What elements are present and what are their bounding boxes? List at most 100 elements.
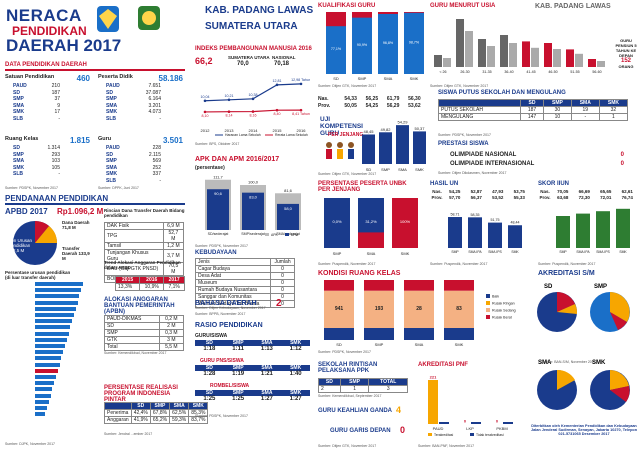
- score-num: 56,37: [470, 195, 482, 200]
- ipm-point: [227, 98, 231, 102]
- table-cell: Desa Adat: [194, 272, 272, 280]
- kondisi-label: 193: [375, 306, 384, 312]
- apk-cat: SD/sederajat: [208, 232, 229, 236]
- title-line2: PENDIDIKAN: [12, 24, 87, 38]
- pers-title: Persentase urusan pendidikan (di luar tr…: [5, 270, 71, 280]
- usia-bar: [522, 41, 530, 67]
- table-cell: 3: [368, 385, 408, 393]
- table-cell: 187: [519, 106, 545, 114]
- table-row: 13,3% 10,9% 7,1%: [114, 283, 185, 291]
- satuan-block: Satuan Pendidikan 460 PAUD 210 SD 187 SMP 37 SM…: [5, 74, 90, 122]
- apk-sub: (persentase): [195, 165, 225, 171]
- un-title: HASIL UN: [430, 181, 459, 187]
- score-num: Nas.: [540, 189, 550, 194]
- table-cell: Penerima: [104, 409, 132, 417]
- ipm-top-label: 12,98 Tahun: [291, 78, 310, 82]
- table-cell: 30: [543, 106, 572, 114]
- row-value: 228: [152, 145, 161, 151]
- legend-text: Rusak Ringan: [492, 302, 515, 306]
- ipm-point: [227, 110, 231, 113]
- header-cell: SD: [318, 378, 341, 386]
- row-label: SLB: [13, 115, 23, 122]
- usia-bar2: [443, 58, 451, 67]
- table-header: SD SMP SMA SMK: [438, 99, 629, 107]
- usia-bar: [456, 19, 464, 67]
- svg-text:SD: SD: [544, 284, 553, 290]
- row-value: 187: [51, 89, 60, 96]
- ukg-sub: PER JENJANG: [328, 132, 364, 138]
- score-bar: [596, 211, 610, 248]
- rinci-title: Rincian Dana Transfer Daerah Bidang pend…: [104, 208, 185, 218]
- usia-bar: [478, 39, 486, 67]
- kual-label: 96,8%: [383, 41, 394, 45]
- ukg-bar: [379, 132, 392, 164]
- rasio-row2: SD SMP SMA SMK 1:28 1:19 1:21 1:40: [195, 365, 310, 377]
- table-row: Jenis Jumlah: [194, 258, 295, 266]
- row-label: SMK: [106, 171, 118, 177]
- apm-label: 83,0: [249, 195, 258, 200]
- score-num: 55,33: [513, 195, 525, 200]
- rasio-head: SMK: [281, 390, 310, 396]
- ipm-top-label: 10,04: [201, 95, 210, 99]
- rinci-table: DAK Fisik 6,9 M TPG 52,7 M Tamsil 1,2 M Tunjan…: [104, 222, 185, 283]
- source: Sumber: BAN-PNF, November 2017: [418, 444, 475, 448]
- table-cell: 0: [270, 272, 295, 280]
- row-label: SMK: [13, 164, 25, 171]
- pers-bar: [35, 356, 62, 361]
- table-cell: 0: [270, 300, 295, 308]
- row-label: SMP: [106, 158, 117, 164]
- peserta-block: Peserta Didik 58.186 PAUD 7.651 SD 37.087 SMP…: [98, 74, 183, 122]
- ukg-bar: [396, 125, 409, 164]
- kondisi-seg: [444, 280, 474, 291]
- rasio-t1: GURU/SISWA: [195, 333, 228, 339]
- usia-title: GURU MENURUT USIA: [430, 3, 496, 9]
- data-row: PAUD 210: [13, 83, 60, 90]
- table-cell: 1: [598, 113, 629, 121]
- score-cat: SMA IPA: [576, 250, 590, 254]
- ukg-num: 56,25: [365, 96, 379, 102]
- header-cell: [438, 99, 521, 107]
- ukg-nas-label: Nas.: [318, 96, 329, 102]
- pnf-bar2: [439, 422, 449, 424]
- keahlian-value: 4: [396, 405, 402, 415]
- ruang-total: 1.815: [69, 136, 90, 145]
- score-num: 53,75: [513, 189, 525, 194]
- apbd-value: Rp1.096,2 M: [57, 207, 104, 216]
- rasio-t2: GURU PNS/SISWA: [200, 358, 244, 364]
- table-row: DAK Fisik 6,9 M: [104, 222, 185, 230]
- score-num: 53,52: [492, 195, 504, 200]
- rasio-value: 1:25: [203, 396, 216, 402]
- header-cell: SMP: [149, 402, 171, 410]
- ukg-cat: SD: [366, 167, 372, 172]
- rasio-value: 1:11: [232, 346, 244, 352]
- pers-bar: [35, 288, 82, 293]
- table-header: 2015 2016 2017: [114, 276, 185, 284]
- usia-bar2: [575, 53, 583, 67]
- table-cell: 32: [598, 106, 629, 114]
- rasio-head: SMA: [252, 340, 282, 346]
- source: Sumber: Puspendik, November 2017: [318, 262, 376, 266]
- legend-swatch: [486, 308, 490, 312]
- table-cell: 7,1%: [163, 283, 185, 291]
- row-value: 2.115: [148, 151, 161, 158]
- apk-title: APK DAN APM 2016/2017: [195, 156, 280, 163]
- legend-text: Rusak Sedang: [492, 309, 516, 313]
- rasio-head: SMA: [252, 390, 282, 396]
- row-value: 103: [51, 158, 60, 164]
- table-row: Total 5,5 M: [104, 343, 185, 351]
- data-row: SMA 252: [106, 165, 161, 172]
- pers-bar: [35, 412, 46, 417]
- iiun-chart: SMP SMA IPA SMA IPS SMK: [556, 208, 630, 254]
- pers-bar: [35, 375, 56, 379]
- unbk-cat: SMK: [401, 251, 410, 256]
- source: Sumber: BPS, Oktober 2017: [195, 142, 240, 146]
- usia-bar2: [465, 31, 473, 67]
- province-name: SUMATERA UTARA: [205, 21, 298, 32]
- table-cell: 52,7 M: [162, 229, 185, 243]
- pers-bar: [35, 300, 78, 305]
- row-label: SMA: [13, 158, 25, 164]
- legend-text: Harapan Lama Sekolah: [225, 133, 261, 136]
- un-nums: Nas. 54,25 52,87 47,93 53,75 Prov. 57,70 56,37 5…: [430, 189, 530, 201]
- ipm-bot-label: 8,16: [250, 114, 257, 118]
- table-header: SD SMP TOTAL: [318, 378, 408, 386]
